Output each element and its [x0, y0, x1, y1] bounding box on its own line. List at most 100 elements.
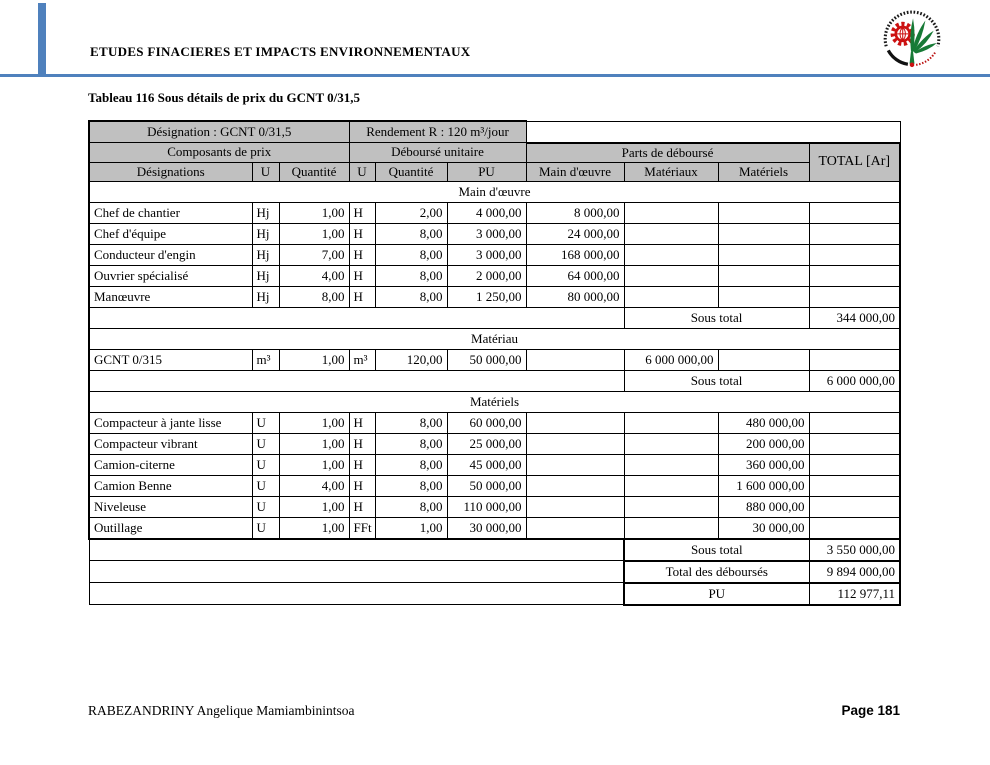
totals-value: 9 894 000,00 — [808, 559, 902, 583]
cell-unit: FFt — [348, 516, 376, 540]
group-header-row: Composants de prix Déboursé unitaire Par… — [88, 141, 902, 182]
table-row: Chef d'équipe Hj 1,00 H 8,00 3 000,00 24… — [88, 222, 902, 245]
cell-materiaux — [623, 474, 719, 497]
subtotal-row: Sous total 6 000 000,00 — [87, 369, 902, 392]
column-header-row: Désignations U Quantité U Quantité PU Ma… — [88, 161, 900, 182]
cell-unit: Hj — [251, 243, 280, 266]
cell-designation: Compacteur à jante lisse — [88, 411, 253, 434]
cell-materiels: 360 000,00 — [717, 453, 810, 476]
cell-designation: Chef d'équipe — [88, 222, 253, 245]
cell-unit: H — [348, 453, 376, 476]
cell-unit: Hj — [251, 222, 280, 245]
section-title-materiels: Matériels — [87, 390, 902, 413]
cell-total — [808, 243, 902, 266]
cell-quantity: 1,00 — [278, 348, 350, 371]
school-logo-icon — [881, 7, 943, 69]
cell-main-oeuvre: 64 000,00 — [525, 264, 625, 287]
designation-cell: Désignation : GCNT 0/31,5 — [88, 120, 350, 143]
cell-main-oeuvre — [525, 411, 625, 434]
cell-pu: 30 000,00 — [446, 516, 527, 540]
cell-quantity: 1,00 — [374, 516, 448, 540]
cell-total — [808, 432, 902, 455]
col-header-main-oeuvre: Main d'œuvre — [525, 161, 625, 182]
table-row: Compacteur à jante lisse U 1,00 H 8,00 6… — [88, 411, 902, 434]
cell-materiels — [717, 243, 810, 266]
table-row: Manœuvre Hj 8,00 H 8,00 1 250,00 80 000,… — [88, 285, 902, 308]
cell-pu: 2 000,00 — [446, 264, 527, 287]
cell-quantity: 4,00 — [278, 474, 350, 497]
cell-unit: H — [348, 243, 376, 266]
cell-unit: U — [251, 474, 280, 497]
cell-materiels: 880 000,00 — [717, 495, 810, 518]
cell-quantity: 1,00 — [278, 453, 350, 476]
totals-label: Total des déboursés — [623, 559, 810, 583]
cell-designation: Camion-citerne — [88, 453, 253, 476]
cell-unit: m³ — [348, 348, 376, 371]
cell-materiaux — [623, 222, 719, 245]
meta-row-spacer — [525, 120, 901, 143]
cell-total — [808, 453, 902, 476]
cell-unit: Hj — [251, 201, 280, 224]
group-total: TOTAL [Ar] — [808, 141, 902, 182]
cell-designation: Manœuvre — [88, 285, 253, 308]
totals-row: Sous total 3 550 000,00 — [88, 537, 902, 561]
totals-row: Total des déboursés 9 894 000,00 — [88, 559, 902, 583]
cell-pu: 50 000,00 — [446, 474, 527, 497]
header-divider-line — [0, 74, 990, 77]
cell-designation: Ouvrier spécialisé — [88, 264, 253, 287]
cell-quantity: 1,00 — [278, 411, 350, 434]
cell-materiels — [717, 348, 810, 371]
cell-designation: Chef de chantier — [88, 201, 253, 224]
section-title-materiau: Matériau — [87, 327, 902, 350]
cell-quantity: 8,00 — [374, 222, 448, 245]
table-row: Conducteur d'engin Hj 7,00 H 8,00 3 000,… — [88, 243, 902, 266]
group-parts: Parts de déboursé — [525, 141, 810, 163]
cell-quantity: 7,00 — [278, 243, 350, 266]
cell-total — [808, 411, 902, 434]
cell-pu: 4 000,00 — [446, 201, 527, 224]
cell-unit: H — [348, 264, 376, 287]
col-header-materiels: Matériels — [717, 161, 810, 182]
table-row: GCNT 0/315 m³ 1,00 m³ 120,00 50 000,00 6… — [88, 348, 902, 371]
totals-label: PU — [623, 581, 810, 606]
cell-unit: Hj — [251, 264, 280, 287]
totals-spacer — [88, 582, 625, 605]
cell-unit: U — [251, 516, 280, 540]
cell-total — [808, 222, 902, 245]
cell-main-oeuvre: 8 000,00 — [525, 201, 625, 224]
subtotal-spacer — [87, 369, 625, 392]
cell-unit: H — [348, 411, 376, 434]
table-row: Chef de chantier Hj 1,00 H 2,00 4 000,00… — [88, 201, 902, 224]
cell-pu: 3 000,00 — [446, 243, 527, 266]
subtotal-value: 6 000 000,00 — [808, 369, 902, 392]
cell-materiels — [717, 264, 810, 287]
cell-unit: H — [348, 474, 376, 497]
cell-quantity: 8,00 — [374, 474, 448, 497]
cell-quantity: 8,00 — [374, 495, 448, 518]
cell-total — [808, 348, 902, 371]
cell-quantity: 2,00 — [374, 201, 448, 224]
cell-main-oeuvre — [525, 495, 625, 518]
cell-unit: Hj — [251, 285, 280, 308]
totals-spacer — [88, 538, 625, 561]
col-header-u1: U — [251, 161, 280, 182]
table-row: Camion-citerne U 1,00 H 8,00 45 000,00 3… — [88, 453, 902, 476]
cell-unit: U — [251, 432, 280, 455]
cell-quantity: 1,00 — [278, 516, 350, 540]
cell-quantity: 120,00 — [374, 348, 448, 371]
cell-unit: m³ — [251, 348, 280, 371]
cell-quantity: 8,00 — [374, 411, 448, 434]
cell-pu: 3 000,00 — [446, 222, 527, 245]
cell-main-oeuvre: 24 000,00 — [525, 222, 625, 245]
col-header-u2: U — [348, 161, 376, 182]
cell-pu: 60 000,00 — [446, 411, 527, 434]
meta-row: Désignation : GCNT 0/31,5 Rendement R : … — [88, 120, 901, 143]
subtotal-row: Sous total 344 000,00 — [87, 306, 902, 329]
section-header-row: Matériels — [87, 390, 902, 413]
group-composants: Composants de prix — [88, 142, 350, 163]
cell-materiels: 480 000,00 — [717, 411, 810, 434]
cell-main-oeuvre — [525, 432, 625, 455]
cell-materiels — [717, 201, 810, 224]
cell-main-oeuvre — [525, 453, 625, 476]
cell-designation: Compacteur vibrant — [88, 432, 253, 455]
